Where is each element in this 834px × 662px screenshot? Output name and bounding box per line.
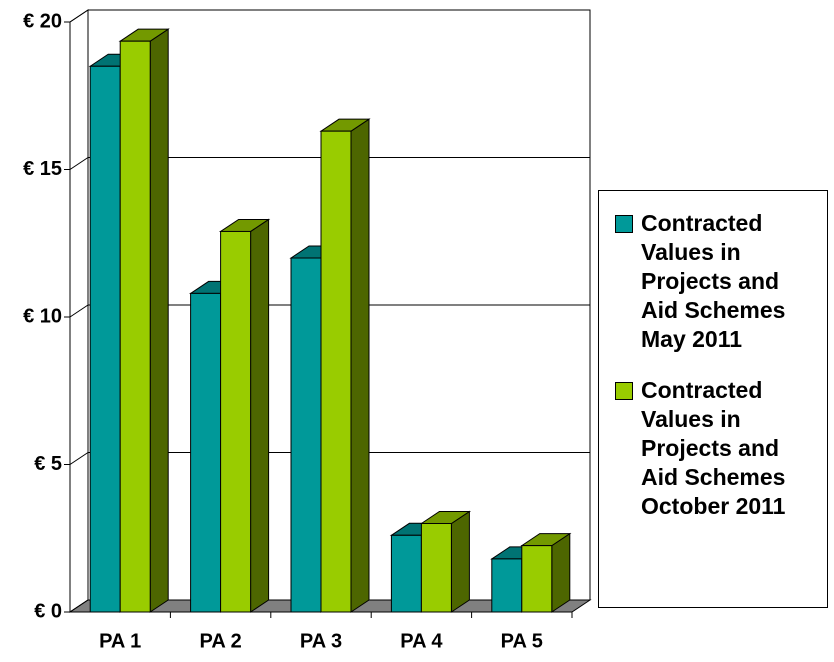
bar-side (250, 218, 270, 613)
legend-label: Contracted Values in Projects and Aid Sc… (641, 210, 786, 352)
x-tick-label: PA 3 (300, 630, 342, 652)
x-tick-label: PA 4 (400, 630, 443, 652)
grid-line (69, 9, 89, 23)
grid-line (69, 304, 89, 318)
legend-item: Contracted Values in Projects and Aid Sc… (615, 209, 821, 354)
grid-line (69, 599, 89, 613)
y-tick-label: € 15 (23, 158, 62, 180)
legend-swatch (615, 382, 633, 400)
bar-side (450, 510, 470, 613)
bar (220, 230, 252, 613)
bar-side (350, 118, 370, 613)
legend-item: Contracted Values in Projects and Aid Sc… (615, 376, 821, 521)
y-tick-label: € 5 (34, 453, 62, 475)
y-tick-label: € 0 (34, 600, 62, 622)
y-tick-label: € 20 (23, 10, 62, 32)
y-tick-label: € 10 (23, 305, 62, 327)
bar-side (149, 28, 169, 613)
bar (290, 257, 322, 613)
grid-line (69, 452, 89, 465)
bar (420, 523, 452, 613)
x-tick-label: PA 2 (199, 630, 241, 652)
legend: Contracted Values in Projects and Aid Sc… (598, 190, 828, 608)
bar-side (551, 532, 571, 613)
legend-label: Contracted Values in Projects and Aid Sc… (641, 377, 786, 519)
bar (119, 40, 151, 613)
bar (491, 558, 523, 613)
grid-line (69, 157, 89, 170)
bar (390, 534, 422, 613)
bar (521, 545, 553, 613)
legend-swatch (615, 215, 633, 233)
x-tick-label: PA 5 (501, 630, 543, 652)
bar (89, 65, 121, 613)
bar (190, 292, 222, 613)
bar (320, 130, 352, 613)
x-tick-label: PA 1 (99, 630, 141, 652)
